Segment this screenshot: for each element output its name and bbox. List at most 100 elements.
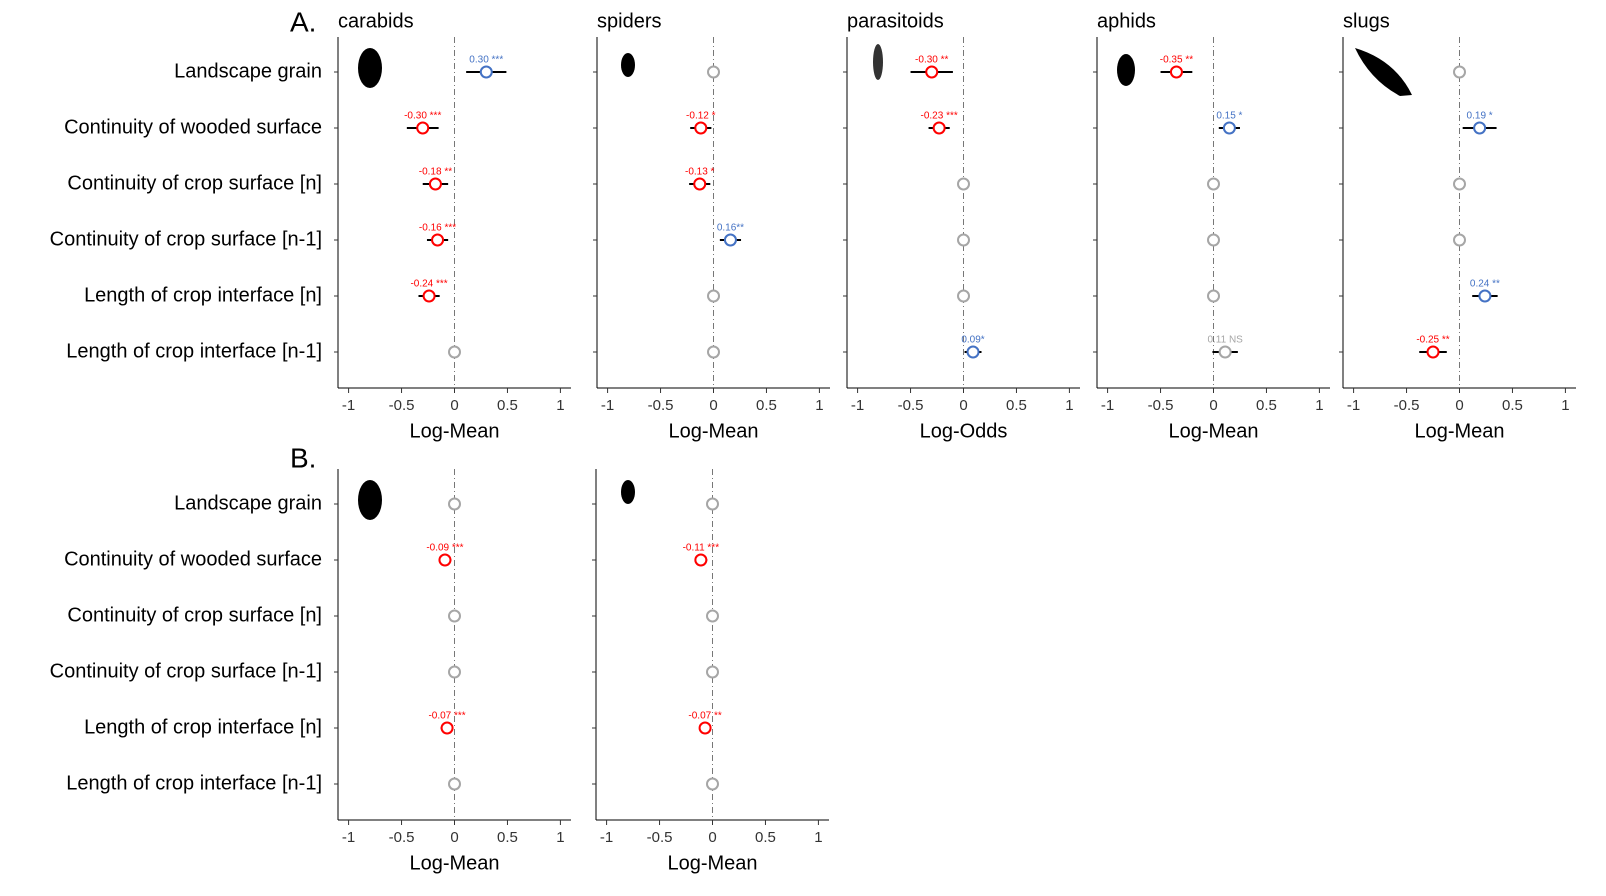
point (1207, 289, 1220, 303)
x-tick-label: 0 (708, 829, 716, 846)
point (698, 721, 712, 735)
panel-title: spiders (597, 10, 661, 32)
value-label: 0.11 NS (1207, 335, 1243, 346)
x-tick-label: -1 (600, 829, 613, 846)
point (1207, 233, 1220, 247)
value-label: -0.35 ** (1160, 55, 1193, 66)
point (966, 345, 980, 359)
x-tick-label: 1 (815, 397, 823, 414)
x-tick-label: -1 (851, 397, 864, 414)
point (1453, 65, 1466, 79)
value-label: -0.07 ** (688, 711, 721, 722)
value-label: -0.13 * (685, 167, 715, 178)
value-label: -0.23 *** (921, 111, 958, 122)
beetle-icon (358, 48, 382, 88)
value-label: -0.11 *** (683, 543, 720, 554)
beetle-icon (358, 480, 382, 520)
point (416, 121, 430, 135)
value-label: -0.25 ** (1416, 335, 1449, 346)
x-tick-label: 1 (1315, 397, 1323, 414)
x-axis-label: Log-Mean (409, 852, 499, 874)
value-label: 0.15 * (1216, 111, 1242, 122)
spider-icon (621, 480, 635, 504)
point (932, 121, 946, 135)
point (479, 65, 493, 79)
icons (358, 44, 1412, 520)
x-tick-label: -1 (1101, 397, 1114, 414)
row-label: Continuity of crop surface [n] (67, 172, 322, 194)
aphid-icon (1117, 54, 1135, 86)
x-axis-label: Log-Mean (1168, 420, 1258, 442)
x-axis-label: Log-Odds (920, 420, 1008, 442)
point (706, 609, 719, 623)
value-label: -0.30 ** (915, 55, 948, 66)
x-tick-label: 1 (1561, 397, 1569, 414)
x-tick-label: 0.5 (755, 829, 776, 846)
point (707, 65, 720, 79)
value-label: -0.16 *** (419, 223, 456, 234)
x-tick-label: -0.5 (647, 829, 673, 846)
value-label: 0.19 * (1467, 111, 1493, 122)
x-tick-label: -0.5 (648, 397, 674, 414)
value-label: 0.24 ** (1470, 279, 1500, 290)
value-label: 0.16** (717, 223, 744, 234)
x-axis-label: Log-Mean (668, 420, 758, 442)
row-label: Continuity of crop surface [n-1] (50, 660, 322, 682)
row-label: Continuity of wooded surface (64, 548, 322, 570)
point (694, 553, 708, 567)
slug-icon (1355, 48, 1412, 96)
point (448, 665, 461, 679)
x-tick-label: 0.5 (756, 397, 777, 414)
point (707, 345, 720, 359)
row-label: Continuity of crop surface [n-1] (50, 228, 322, 250)
x-tick-label: -0.5 (389, 829, 415, 846)
x-tick-label: -1 (1347, 397, 1360, 414)
panel-title: carabids (338, 10, 414, 32)
point (422, 289, 436, 303)
row-label: Continuity of crop surface [n] (67, 604, 322, 626)
value-label: -0.24 *** (410, 279, 447, 290)
x-tick-label: 0.5 (1256, 397, 1277, 414)
point (1207, 177, 1220, 191)
x-tick-label: 0.5 (497, 829, 518, 846)
row-label: Length of crop interface [n] (84, 284, 322, 306)
x-tick-label: 1 (814, 829, 822, 846)
value-label: -0.30 *** (404, 111, 441, 122)
point (440, 721, 454, 735)
section-label: A. (290, 6, 316, 37)
x-tick-label: -0.5 (389, 397, 415, 414)
point (1218, 345, 1232, 359)
row-label: Continuity of wooded surface (64, 116, 322, 138)
x-tick-label: 0.5 (1502, 397, 1523, 414)
panel-title: slugs (1343, 10, 1390, 32)
x-tick-label: -1 (342, 829, 355, 846)
point (448, 497, 461, 511)
x-tick-label: 0 (1209, 397, 1217, 414)
row-label: Landscape grain (174, 60, 322, 82)
row-label: Landscape grain (174, 492, 322, 514)
point (707, 289, 720, 303)
x-tick-label: 0.5 (1006, 397, 1027, 414)
panel-title: parasitoids (847, 10, 944, 32)
point (428, 177, 442, 191)
point (706, 665, 719, 679)
point (723, 233, 737, 247)
x-tick-label: 1 (556, 397, 564, 414)
point (1453, 177, 1466, 191)
row-label: Length of crop interface [n] (84, 716, 322, 738)
point (1169, 65, 1183, 79)
value-label: 0.30 *** (469, 55, 503, 66)
point (1473, 121, 1487, 135)
x-tick-label: 0 (450, 829, 458, 846)
x-tick-label: -0.5 (1394, 397, 1420, 414)
point (693, 177, 707, 191)
x-tick-label: 0.5 (497, 397, 518, 414)
x-tick-label: 1 (556, 829, 564, 846)
x-tick-label: -0.5 (898, 397, 924, 414)
x-tick-label: 0 (1455, 397, 1463, 414)
point (1426, 345, 1440, 359)
value-label: -0.12 * (686, 111, 716, 122)
spider-icon (621, 53, 635, 77)
value-label: -0.18 ** (419, 167, 452, 178)
